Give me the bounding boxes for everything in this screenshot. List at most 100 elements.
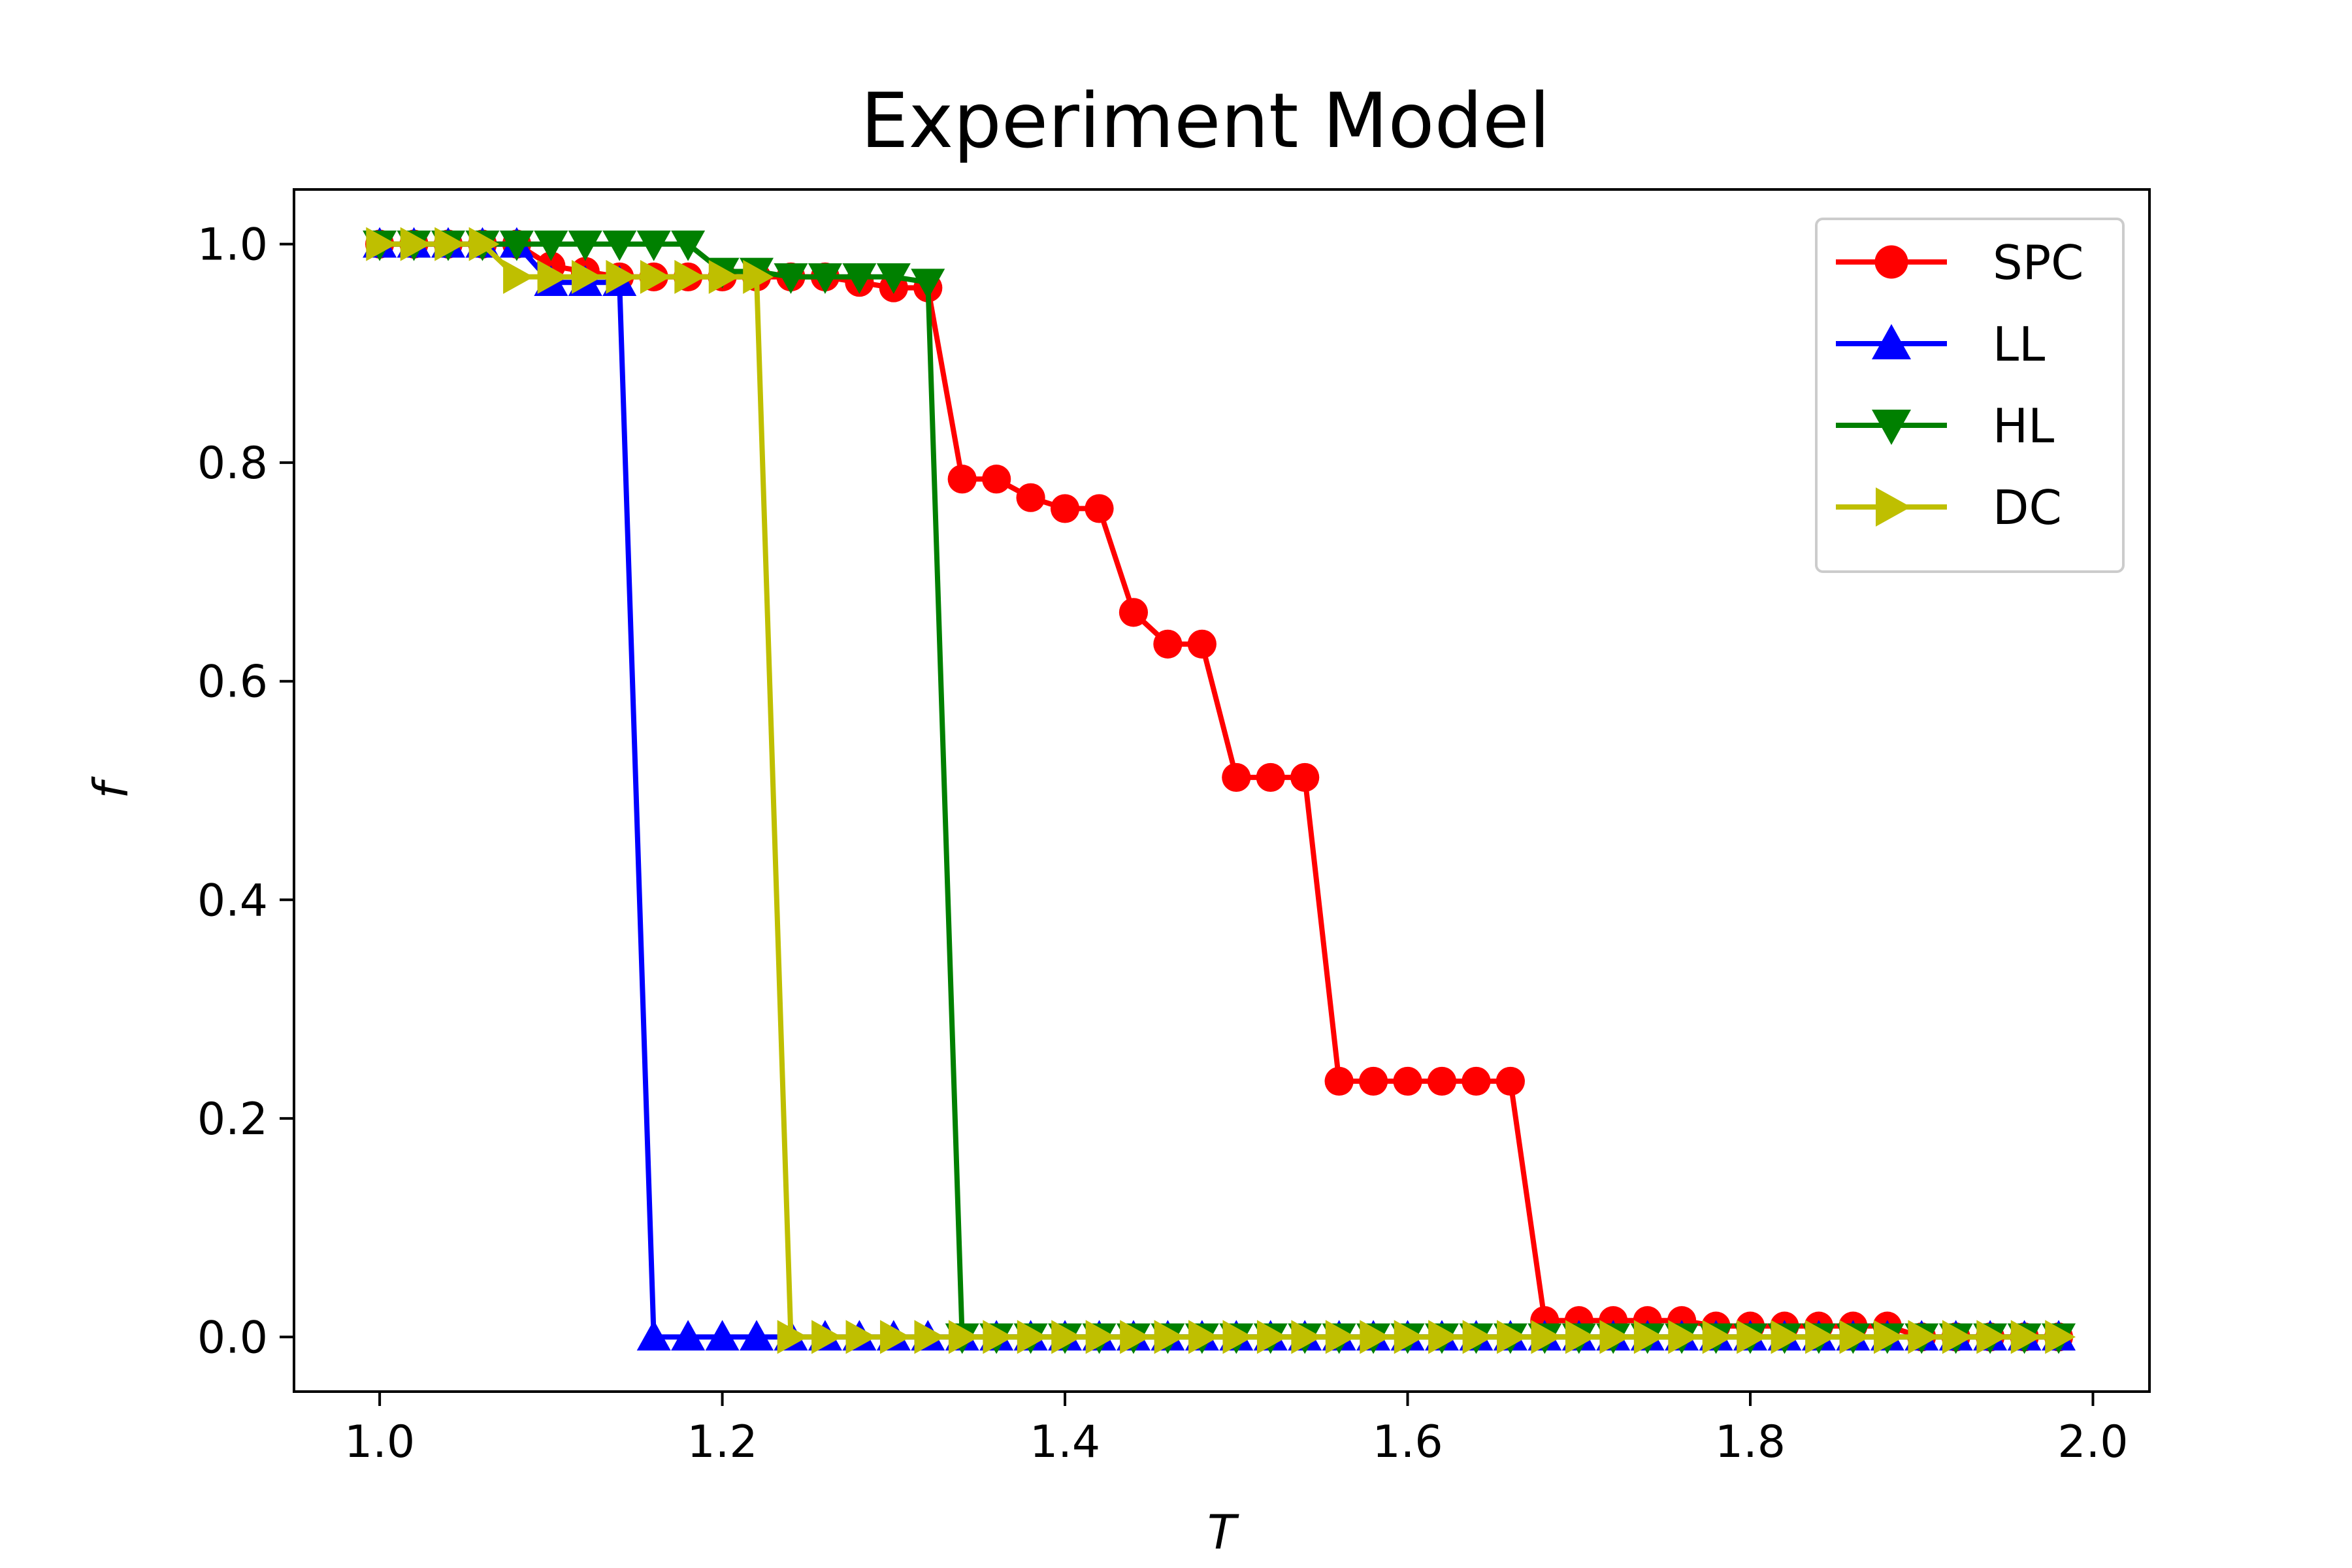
- data-point-dc: [366, 227, 397, 261]
- legend: SPC LL HL DC: [1815, 218, 2125, 573]
- data-point-hl: [808, 263, 842, 294]
- data-point-spc: [1290, 762, 1320, 792]
- data-point-dc: [1017, 1320, 1048, 1354]
- legend-label: HL: [1993, 399, 2054, 453]
- x-axis-label: T: [1207, 1505, 1239, 1560]
- data-point-dc: [1360, 1320, 1391, 1354]
- y-tick-label: 0.6: [197, 657, 268, 708]
- y-tick-label: 0.0: [197, 1312, 268, 1364]
- data-point-dc: [1394, 1320, 1425, 1354]
- data-point-dc: [1291, 1320, 1322, 1354]
- data-point-spc: [1050, 494, 1080, 523]
- data-point-dc: [743, 259, 774, 294]
- data-point-dc: [640, 259, 671, 294]
- data-point-spc: [1222, 762, 1251, 792]
- data-point-dc: [1085, 1320, 1117, 1354]
- y-tick-label: 0.2: [197, 1094, 268, 1145]
- data-point-dc: [948, 1320, 979, 1354]
- data-point-dc: [1771, 1320, 1802, 1354]
- data-point-dc: [1256, 1320, 1288, 1354]
- data-point-dc: [1942, 1320, 1973, 1354]
- y-tick-label: 0.8: [197, 438, 268, 489]
- y-tick-label: 0.4: [197, 875, 268, 926]
- x-tick-label: 2.0: [2057, 1416, 2128, 1468]
- data-point-hl: [568, 230, 602, 261]
- data-point-dc: [811, 1320, 842, 1354]
- data-point-dc: [571, 259, 602, 294]
- plot-area: [363, 227, 2076, 1354]
- legend-box: [1815, 218, 2125, 573]
- data-point-dc: [1051, 1320, 1083, 1354]
- data-point-dc: [1702, 1320, 1733, 1354]
- data-point-dc: [400, 227, 431, 261]
- data-point-dc: [1428, 1320, 1459, 1354]
- data-point-hl: [636, 230, 671, 261]
- data-point-ll: [671, 1320, 706, 1351]
- data-point-ll: [705, 1320, 740, 1351]
- series-dc: [366, 227, 2076, 1354]
- data-point-hl: [671, 230, 706, 261]
- data-point-spc: [1427, 1066, 1457, 1096]
- legend-marker: [1872, 324, 1911, 359]
- data-point-spc: [1085, 494, 1114, 523]
- data-point-spc: [982, 465, 1011, 494]
- data-point-dc: [1497, 1320, 1527, 1354]
- x-tick-label: 1.2: [687, 1416, 758, 1468]
- data-point-dc: [537, 259, 568, 294]
- data-point-dc: [983, 1320, 1014, 1354]
- data-point-dc: [606, 259, 637, 294]
- data-point-dc: [1154, 1320, 1185, 1354]
- x-tick-label: 1.0: [344, 1416, 415, 1468]
- data-point-hl: [499, 230, 534, 261]
- data-point-ll: [636, 1320, 671, 1351]
- data-point-dc: [1188, 1320, 1219, 1354]
- data-point-dc: [1737, 1320, 1767, 1354]
- data-point-dc: [1462, 1320, 1494, 1354]
- data-point-dc: [1873, 1320, 1904, 1354]
- data-point-spc: [1119, 598, 1149, 627]
- data-point-hl: [876, 263, 911, 294]
- data-point-dc: [914, 1320, 945, 1354]
- data-point-dc: [1325, 1320, 1356, 1354]
- legend-entry-hl: HL: [1836, 399, 2054, 453]
- data-point-dc: [708, 259, 740, 294]
- data-point-dc: [468, 227, 500, 261]
- axis-ticks: 1.0 1.2 1.4 1.6 1.8 2.0 0.0 0.2 0.4 0.6 0.8 1.0: [197, 220, 2129, 1468]
- data-point-dc: [1120, 1320, 1151, 1354]
- data-point-spc: [1187, 629, 1217, 659]
- legend-marker: [1872, 410, 1911, 445]
- data-point-dc: [845, 1320, 877, 1354]
- axes-frame: [293, 188, 2151, 1393]
- data-point-dc: [2045, 1320, 2076, 1354]
- data-point-dc: [674, 259, 706, 294]
- x-tick-label: 1.6: [1372, 1416, 1443, 1468]
- data-point-ll: [740, 1320, 774, 1351]
- legend-marker: [1876, 487, 1911, 527]
- data-point-dc: [503, 259, 534, 294]
- chart-title: Experiment Model: [860, 77, 1550, 165]
- data-point-spc: [1393, 1066, 1422, 1096]
- data-point-spc: [947, 465, 977, 494]
- data-point-dc: [2010, 1320, 2042, 1354]
- legend-label: LL: [1993, 317, 2045, 372]
- data-point-dc: [1633, 1320, 1665, 1354]
- y-tick-label: 1.0: [197, 220, 268, 271]
- data-point-hl: [911, 269, 945, 300]
- legend-label: DC: [1993, 480, 2062, 535]
- data-point-dc: [1531, 1320, 1562, 1354]
- legend-entry-spc: SPC: [1836, 235, 2083, 290]
- legend-label: SPC: [1993, 235, 2083, 290]
- data-point-spc: [1358, 1066, 1388, 1096]
- data-point-hl: [602, 230, 637, 261]
- data-point-spc: [1462, 1066, 1491, 1096]
- data-point-dc: [434, 227, 466, 261]
- data-point-dc: [1839, 1320, 1870, 1354]
- data-point-spc: [1256, 762, 1285, 792]
- data-point-dc: [1668, 1320, 1699, 1354]
- data-point-dc: [880, 1320, 911, 1354]
- data-point-spc: [1495, 1066, 1525, 1096]
- legend-entry-dc: DC: [1836, 480, 2062, 535]
- data-point-spc: [1016, 483, 1045, 512]
- data-point-dc: [1805, 1320, 1836, 1354]
